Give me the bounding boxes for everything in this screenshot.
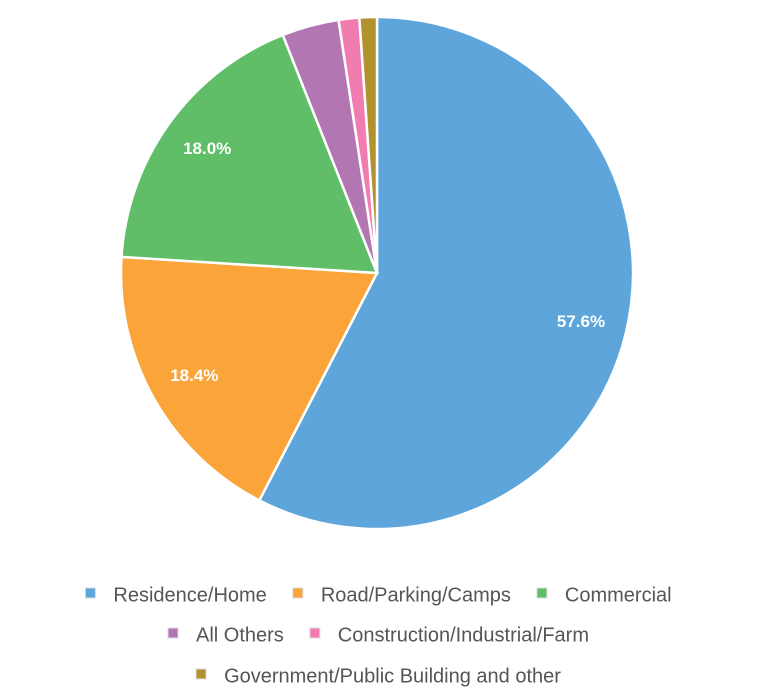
- pie-slice: [119, 255, 379, 503]
- legend-label: Residence/Home: [113, 584, 266, 606]
- legend-marker: [309, 627, 321, 639]
- legend-label: Commercial: [565, 584, 672, 606]
- legend-marker: [167, 627, 179, 639]
- legend-label: Road/Parking/Camps: [321, 584, 511, 606]
- pie-slice: [357, 15, 379, 274]
- pie-slice: [120, 33, 379, 275]
- legend-label: Government/Public Building and other: [224, 665, 561, 687]
- legend-label: All Others: [196, 624, 284, 646]
- slice-label: 57.6%: [557, 312, 605, 331]
- pie-slice: [257, 15, 635, 531]
- legend-marker: [84, 587, 96, 599]
- legend-marker: [292, 587, 304, 599]
- legend-label: Construction/Industrial/Farm: [338, 624, 589, 646]
- slice-label: 18.4%: [170, 366, 218, 385]
- slice-label: 18.0%: [183, 139, 231, 158]
- legend-marker: [195, 668, 207, 680]
- legend-marker: [536, 587, 548, 599]
